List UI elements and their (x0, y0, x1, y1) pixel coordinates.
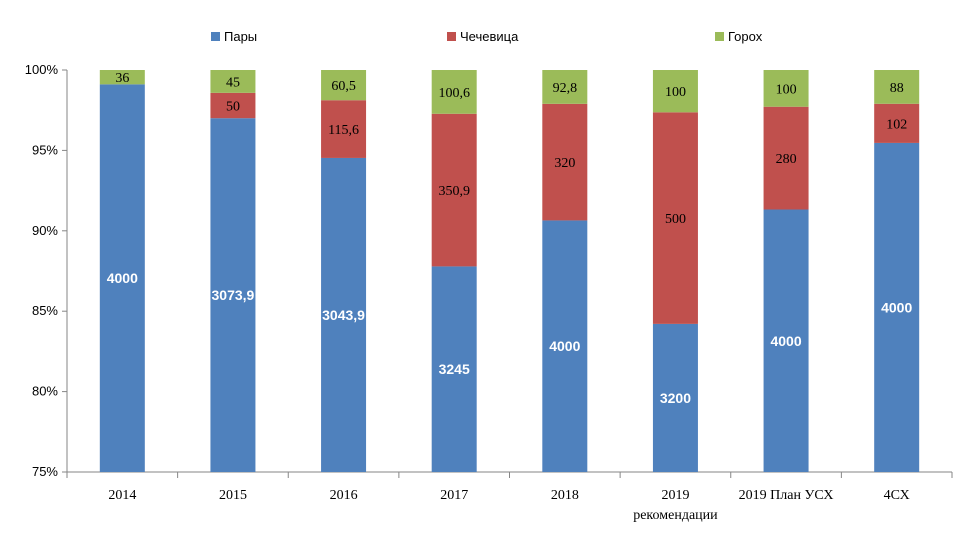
data-label: 3073,9 (212, 287, 255, 303)
bar-segment (321, 70, 367, 101)
x-tick-label: 2014 (108, 488, 136, 503)
bar-segment (542, 220, 588, 472)
data-label: 4000 (549, 338, 580, 354)
bar-segment (542, 70, 588, 104)
x-tick-label: 2019 План УСХ (739, 488, 834, 503)
data-label: 88 (890, 81, 904, 96)
y-tick-label: 85% (32, 303, 58, 318)
bar-segment (763, 106, 809, 210)
legend: Пары Чечевица Горох (211, 29, 763, 44)
bar-segment (874, 142, 920, 472)
data-labels: 4000 36 3073,9 50 45 3043,9 115,6 60,5 3245 350,9… (107, 71, 913, 406)
data-label: 4000 (881, 299, 912, 315)
axes: 75% 80% 85% 90% 95% 100% 2014 2015 2016 2017 2018 2… (25, 62, 953, 523)
bar-segment (874, 70, 920, 104)
bar-segment (431, 266, 477, 472)
bar-segment (210, 118, 256, 473)
data-label: 4000 (107, 270, 138, 286)
bar-segment (99, 84, 145, 473)
bar-segment (874, 103, 920, 143)
data-label: 115,6 (328, 123, 359, 138)
y-tick-label: 75% (32, 464, 58, 479)
data-label: 60,5 (331, 79, 356, 94)
legend-label: Чечевица (460, 29, 519, 44)
bar-segment (321, 157, 367, 473)
data-label: 92,8 (553, 81, 578, 96)
data-label: 280 (776, 152, 797, 167)
data-label: 3200 (660, 390, 691, 406)
x-tick-label: 2017 (440, 488, 468, 503)
bars (99, 70, 920, 473)
x-tick-label: 2018 (551, 488, 579, 503)
legend-swatch (715, 32, 724, 41)
bar-segment (99, 70, 145, 85)
data-label: 500 (665, 212, 686, 227)
legend-label: Пары (224, 29, 257, 44)
bar-segment (210, 70, 256, 93)
y-tick-label: 100% (25, 62, 59, 77)
data-label: 320 (554, 156, 575, 171)
data-label: 50 (226, 100, 240, 115)
bar-segment (652, 70, 698, 113)
legend-label: Горох (728, 29, 763, 44)
bar-segment (652, 112, 698, 324)
bar-segment (431, 70, 477, 114)
legend-swatch (211, 32, 220, 41)
data-label: 36 (115, 71, 129, 86)
x-tick-label: 2016 (330, 488, 358, 503)
x-tick-label: 2015 (219, 488, 247, 503)
data-label: 3043,9 (322, 307, 365, 323)
data-label: 100 (665, 85, 686, 100)
data-label: 45 (226, 75, 240, 90)
data-label: 100,6 (438, 86, 470, 101)
bar-segment (763, 209, 809, 473)
data-label: 3245 (439, 361, 470, 377)
y-tick-label: 80% (32, 384, 58, 399)
x-tick-label: 2019 (661, 488, 689, 503)
data-label: 102 (886, 117, 907, 132)
bar-segment (542, 103, 588, 221)
bar-segment (321, 100, 367, 158)
bar-segment (210, 92, 256, 119)
bar-segment (431, 113, 477, 267)
x-tick-label: рекомендации (633, 508, 718, 523)
bar-segment (652, 323, 698, 472)
legend-swatch (447, 32, 456, 41)
y-tick-label: 90% (32, 223, 58, 238)
y-tick-label: 95% (32, 142, 58, 157)
bar-segment (763, 70, 809, 107)
data-label: 100 (776, 82, 797, 97)
data-label: 4000 (770, 333, 801, 349)
data-label: 350,9 (438, 184, 470, 199)
x-tick-label: 4СХ (884, 488, 910, 503)
